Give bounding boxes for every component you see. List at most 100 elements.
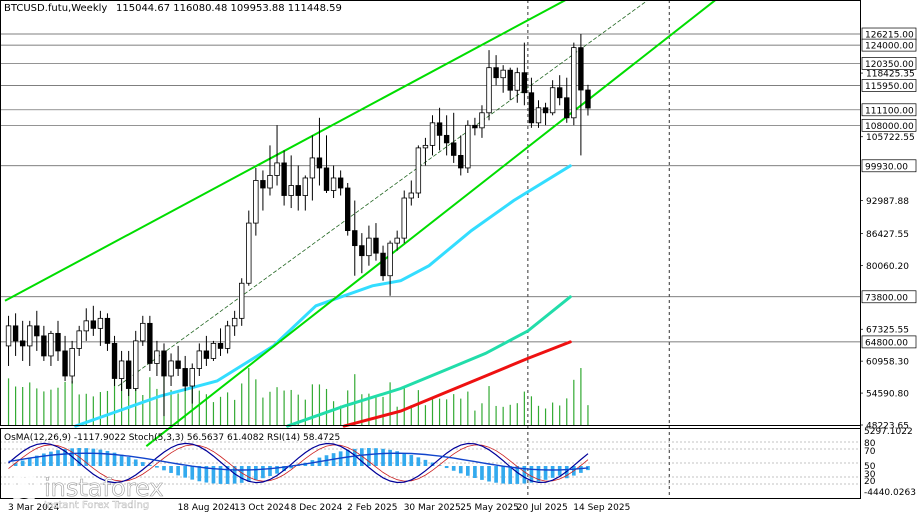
candle-body-bear bbox=[295, 185, 301, 196]
candle-body-bear bbox=[111, 343, 118, 379]
candle-body-bull bbox=[330, 177, 337, 191]
level-label: 108000.00 bbox=[865, 122, 914, 132]
indicator-label: OsMA(12,26,9) -1117.9022 Stoch(5,3,3) 56… bbox=[4, 433, 340, 443]
candle-body-bull bbox=[48, 332, 54, 357]
candle-body-bull bbox=[479, 112, 485, 129]
symbol-header: BTCUSD.futu,Weekly bbox=[4, 3, 107, 14]
x-tick-label: 25 May 2025 bbox=[460, 503, 519, 513]
candle-body-bear bbox=[281, 162, 287, 196]
candle-body-bear bbox=[507, 69, 513, 91]
y-tick-label: 118425.35 bbox=[866, 70, 915, 80]
candle-body-bull bbox=[231, 317, 238, 327]
candle-body-bear bbox=[345, 187, 351, 232]
candle-body-bear bbox=[451, 142, 457, 156]
y-tick-label: 60958.30 bbox=[866, 358, 909, 368]
level-label: 99930.00 bbox=[865, 162, 908, 172]
oscillator-axis-label: 5297.1022 bbox=[864, 427, 913, 437]
candle-body-bull bbox=[83, 320, 89, 332]
x-tick-label: 3 Mar 2024 bbox=[8, 503, 60, 513]
candle-body-bull bbox=[401, 197, 407, 239]
candle-body-bull bbox=[415, 147, 422, 194]
candle-body-bull bbox=[189, 368, 195, 387]
level-label: 73800.00 bbox=[865, 293, 908, 303]
candle-body-bear bbox=[41, 335, 47, 357]
level-label: 64800.00 bbox=[865, 338, 908, 348]
candle-body-bear bbox=[323, 167, 330, 191]
x-tick-label: 8 Dec 2024 bbox=[291, 503, 343, 513]
candle-body-bear bbox=[380, 252, 386, 277]
candle-body-bull bbox=[535, 107, 542, 124]
moving-average-cyan bbox=[74, 164, 572, 428]
candle-body-bear bbox=[12, 325, 19, 342]
candle-body-bull bbox=[140, 322, 146, 342]
level-label-box bbox=[861, 57, 917, 70]
x-tick-label: 14 Sep 2025 bbox=[573, 503, 630, 513]
candle-body-bear bbox=[217, 343, 224, 349]
channel-lower-line bbox=[145, 0, 718, 447]
candle-body-bull bbox=[267, 175, 273, 189]
y-tick-label: 86427.55 bbox=[866, 230, 909, 240]
candle-body-bull bbox=[394, 237, 400, 244]
main-panel-border bbox=[0, 0, 861, 426]
candle-body-bull bbox=[429, 122, 436, 146]
y-tick-label: 80060.20 bbox=[866, 262, 909, 272]
moving-averages bbox=[74, 164, 572, 428]
candle-body-bear bbox=[34, 325, 40, 337]
level-label-box bbox=[861, 118, 917, 132]
oscillator-axis-label: 50 bbox=[864, 462, 876, 472]
candle-body-bear bbox=[147, 322, 153, 364]
level-label-box bbox=[861, 335, 917, 349]
level-label: 115950.00 bbox=[865, 82, 914, 92]
stoch-signal-line bbox=[8, 444, 589, 482]
candle-body-bear bbox=[62, 350, 68, 377]
candle-body-bear bbox=[493, 67, 499, 79]
stoch-main-line bbox=[8, 442, 589, 484]
candle-body-bull bbox=[514, 72, 520, 91]
candle-body-bear bbox=[359, 245, 365, 257]
grid-layer bbox=[527, 0, 670, 498]
oscillator-axis-label: 20 bbox=[864, 477, 876, 487]
candle-body-bear bbox=[521, 72, 528, 94]
candle-body-bear bbox=[203, 350, 210, 359]
candle-body-bear bbox=[436, 122, 443, 136]
brand-name: instaforex bbox=[44, 474, 164, 502]
candle-body-bull bbox=[5, 325, 12, 347]
level-label: 120350.00 bbox=[865, 60, 914, 70]
x-tick-label: 30 Mar 2025 bbox=[404, 503, 461, 513]
candle-body-bear bbox=[472, 124, 478, 129]
x-tick-label: 20 Jul 2025 bbox=[517, 503, 568, 513]
candle-body-bear bbox=[373, 237, 379, 254]
rsi-line bbox=[8, 452, 589, 471]
candle-body-bear bbox=[564, 97, 570, 119]
brand-tagline: Instant Forex Trading bbox=[44, 500, 149, 510]
x-tick-label: 2 Feb 2025 bbox=[347, 503, 397, 513]
candle-body-bear bbox=[443, 134, 450, 144]
candle-body-bear bbox=[337, 177, 344, 189]
candle-body-bull bbox=[465, 124, 471, 169]
oscillator-axis-label: 80 bbox=[864, 439, 876, 449]
level-label: 111100.00 bbox=[865, 106, 914, 116]
candle-body-bull bbox=[27, 325, 33, 347]
ohlc-values: 115044.67 116080.48 109953.88 111448.59 bbox=[116, 3, 342, 14]
candle-body-bull bbox=[118, 360, 125, 379]
y-tick-label: 48223.65 bbox=[866, 422, 909, 432]
candle-body-bear bbox=[528, 92, 535, 124]
candle-body-bull bbox=[288, 185, 294, 196]
candle-body-bear bbox=[556, 87, 563, 99]
candle-body-bear bbox=[260, 180, 266, 189]
volume-bars bbox=[7, 365, 589, 425]
channel-mid-line bbox=[117, 0, 649, 387]
candle-body-bear bbox=[585, 89, 591, 109]
candle-body-bull bbox=[302, 177, 309, 196]
candle-body-bear bbox=[458, 155, 464, 169]
level-label-box bbox=[861, 38, 917, 52]
level-label: 126215.00 bbox=[865, 31, 914, 41]
candle-body-bull bbox=[486, 67, 492, 114]
moving-average-red bbox=[342, 340, 572, 428]
oscillator-axis-label: 30 bbox=[864, 470, 876, 480]
candles bbox=[5, 34, 591, 417]
candle-body-bull bbox=[253, 180, 259, 224]
candle-body-bull bbox=[76, 330, 82, 349]
